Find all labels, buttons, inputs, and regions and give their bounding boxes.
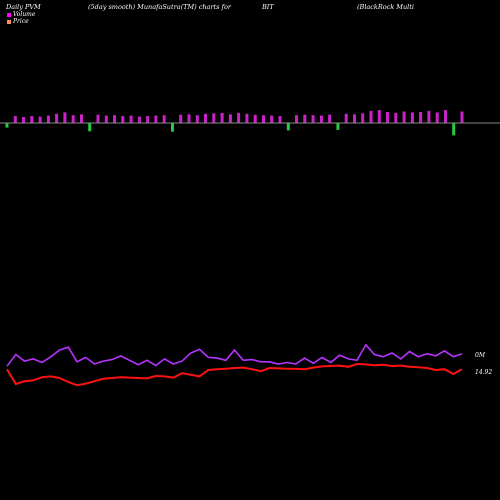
volume-bar xyxy=(328,114,332,123)
volume-bar xyxy=(419,112,423,123)
volume-bar xyxy=(171,123,174,132)
volume-bar xyxy=(63,112,67,123)
volume-bar xyxy=(38,116,42,123)
volume-bar xyxy=(427,111,431,123)
volume-bar xyxy=(80,114,83,123)
volume-bar xyxy=(377,110,381,123)
volume-bar xyxy=(237,112,241,123)
volume-bar xyxy=(146,116,150,123)
chart-subtitle: (5day smooth) MunafaSutra(TM) charts for xyxy=(88,3,231,11)
chart-company: (BlackRock Multi xyxy=(357,3,414,11)
volume-bar xyxy=(22,117,25,123)
volume-bars-group xyxy=(5,110,464,136)
volume-bar xyxy=(5,123,9,128)
legend-volume: Volume xyxy=(7,11,35,18)
volume-bar xyxy=(410,112,414,123)
volume-bar xyxy=(435,112,439,123)
volume-bar xyxy=(361,113,365,123)
volume-bar xyxy=(88,123,92,132)
volume-bar xyxy=(187,114,191,123)
volume-line-label: 0M xyxy=(475,352,486,359)
volume-bar xyxy=(344,113,348,123)
legend-price-swatch xyxy=(7,19,11,24)
volume-bar xyxy=(113,115,116,123)
legend-volume-swatch xyxy=(7,12,11,17)
volume-bar xyxy=(444,110,447,123)
volume-bar xyxy=(394,112,398,123)
volume-bar xyxy=(212,113,216,123)
volume-bar xyxy=(262,115,265,123)
volume-bar xyxy=(245,113,249,123)
volume-bar xyxy=(278,116,282,123)
volume-bar xyxy=(336,123,340,130)
volume-bar xyxy=(353,114,356,123)
volume-bar xyxy=(204,113,207,123)
price-line-label: 14.92 xyxy=(475,369,492,376)
volume-bar xyxy=(369,111,373,123)
volume-bar xyxy=(386,112,389,123)
chart-symbol: BIT xyxy=(262,3,274,11)
volume-bar xyxy=(71,115,75,123)
volume-bar xyxy=(319,115,323,123)
volume-bar xyxy=(270,115,274,123)
volume-bar xyxy=(96,114,100,123)
legend-price-label: Price xyxy=(13,18,29,25)
volume-bar xyxy=(228,114,232,123)
volume-bar xyxy=(402,111,406,123)
volume-bar xyxy=(154,115,158,123)
volume-bar xyxy=(311,115,315,123)
volume-bar xyxy=(104,115,108,123)
volume-bar xyxy=(55,113,59,123)
volume-bar xyxy=(460,111,464,123)
volume-bar xyxy=(162,115,166,123)
legend-price: Price xyxy=(7,18,29,25)
lines-group xyxy=(6,343,463,387)
legend-volume-label: Volume xyxy=(13,11,36,18)
volume-bar xyxy=(452,123,456,136)
volume-bar xyxy=(295,115,298,123)
price-line xyxy=(6,362,463,387)
volume-bar xyxy=(13,116,17,123)
volume-bar xyxy=(137,116,141,123)
volume-bar xyxy=(220,112,224,123)
volume-bar xyxy=(129,115,133,123)
chart-title: Daily PVM xyxy=(6,3,41,11)
volume-bar xyxy=(303,114,307,123)
volume-bar xyxy=(253,114,257,123)
volume-bar xyxy=(30,116,34,123)
volume-bar xyxy=(121,116,125,123)
volume-bar xyxy=(46,115,50,123)
volume-line xyxy=(6,343,463,367)
volume-bar xyxy=(286,123,290,131)
volume-bar xyxy=(195,115,199,123)
volume-bar xyxy=(179,114,183,123)
